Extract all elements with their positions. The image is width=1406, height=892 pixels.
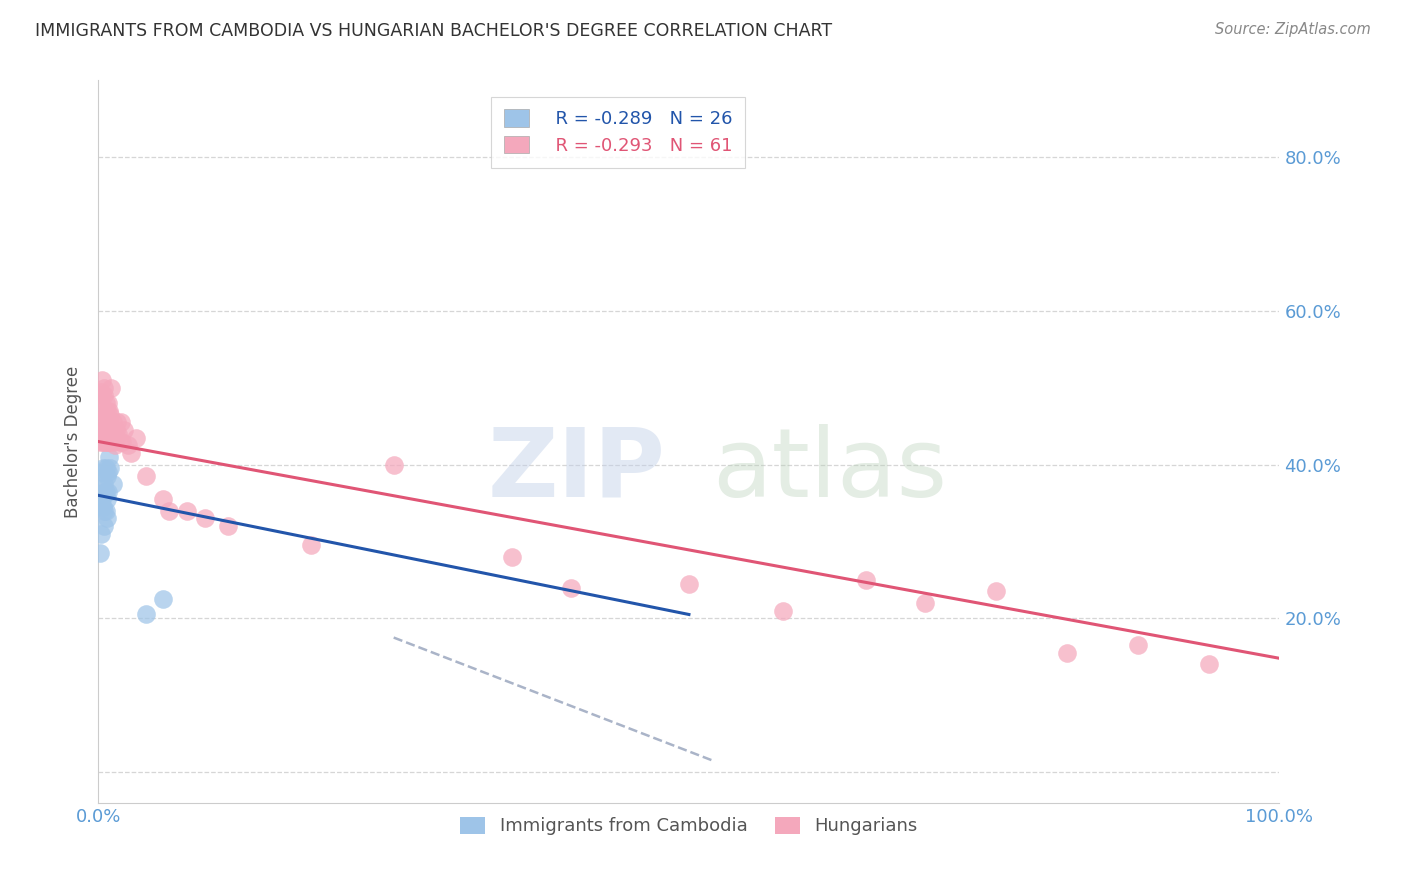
- Point: [93, 411, 115, 425]
- Point: [96, 469, 118, 483]
- Point: [97, 423, 120, 437]
- Point: [91, 434, 114, 449]
- Point: [94, 504, 117, 518]
- Point: [299, 538, 322, 552]
- Point: [125, 431, 148, 445]
- Point: [93, 476, 115, 491]
- Point: [1198, 657, 1220, 672]
- Point: [93, 434, 115, 449]
- Point: [96, 511, 118, 525]
- Point: [98, 426, 121, 441]
- Point: [91, 461, 114, 475]
- Point: [98, 434, 121, 449]
- Point: [94, 484, 117, 499]
- Point: [382, 458, 405, 472]
- Point: [97, 396, 120, 410]
- Point: [94, 408, 117, 422]
- Point: [108, 434, 131, 449]
- Text: ZIP: ZIP: [488, 424, 665, 517]
- Point: [107, 426, 129, 441]
- Point: [100, 381, 122, 395]
- Point: [94, 396, 117, 410]
- Point: [152, 592, 174, 607]
- Point: [93, 519, 115, 533]
- Point: [96, 419, 118, 434]
- Text: atlas: atlas: [713, 424, 948, 517]
- Point: [89, 546, 111, 560]
- Point: [96, 434, 118, 449]
- Point: [98, 415, 121, 429]
- Point: [96, 492, 118, 507]
- Point: [91, 426, 114, 441]
- Point: [90, 526, 112, 541]
- Point: [135, 607, 157, 622]
- Point: [914, 596, 936, 610]
- Point: [103, 423, 125, 437]
- Point: [89, 434, 111, 449]
- Point: [94, 426, 117, 441]
- Point: [772, 604, 794, 618]
- Point: [91, 492, 114, 507]
- Point: [91, 423, 114, 437]
- Point: [217, 519, 239, 533]
- Point: [97, 434, 120, 449]
- Legend: Immigrants from Cambodia, Hungarians: Immigrants from Cambodia, Hungarians: [447, 804, 931, 848]
- Point: [97, 484, 120, 499]
- Point: [101, 415, 124, 429]
- Point: [135, 469, 157, 483]
- Point: [90, 496, 112, 510]
- Point: [97, 465, 120, 479]
- Point: [176, 504, 198, 518]
- Point: [117, 438, 139, 452]
- Point: [100, 426, 122, 441]
- Point: [91, 500, 114, 514]
- Point: [501, 549, 523, 564]
- Point: [98, 404, 121, 418]
- Point: [104, 438, 127, 452]
- Point: [112, 423, 135, 437]
- Point: [91, 465, 114, 479]
- Point: [1056, 646, 1078, 660]
- Point: [1126, 638, 1149, 652]
- Point: [93, 381, 115, 395]
- Point: [157, 504, 180, 518]
- Point: [91, 488, 114, 502]
- Point: [94, 461, 117, 475]
- Point: [101, 476, 124, 491]
- Text: IMMIGRANTS FROM CAMBODIA VS HUNGARIAN BACHELOR'S DEGREE CORRELATION CHART: IMMIGRANTS FROM CAMBODIA VS HUNGARIAN BA…: [35, 22, 832, 40]
- Point: [91, 373, 114, 387]
- Text: Source: ZipAtlas.com: Source: ZipAtlas.com: [1215, 22, 1371, 37]
- Point: [105, 415, 128, 429]
- Point: [98, 408, 121, 422]
- Y-axis label: Bachelor's Degree: Bachelor's Degree: [65, 366, 83, 517]
- Point: [105, 423, 128, 437]
- Point: [560, 581, 582, 595]
- Point: [101, 434, 124, 449]
- Point: [678, 576, 700, 591]
- Point: [91, 481, 114, 495]
- Point: [91, 388, 114, 402]
- Point: [91, 404, 114, 418]
- Point: [855, 573, 877, 587]
- Point: [90, 384, 112, 399]
- Point: [984, 584, 1007, 599]
- Point: [111, 434, 134, 449]
- Point: [152, 492, 174, 507]
- Point: [90, 415, 112, 429]
- Point: [93, 504, 115, 518]
- Point: [98, 450, 121, 464]
- Point: [96, 404, 118, 418]
- Point: [98, 461, 121, 475]
- Point: [121, 446, 143, 460]
- Point: [93, 484, 115, 499]
- Point: [93, 388, 115, 402]
- Point: [194, 511, 217, 525]
- Point: [110, 415, 132, 429]
